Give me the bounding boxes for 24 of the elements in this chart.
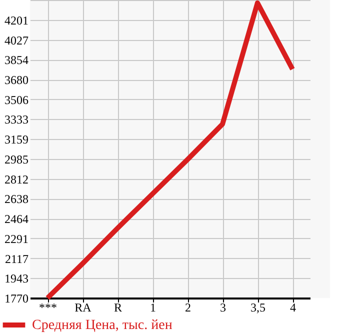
y-tick-label: 2812: [4, 172, 28, 186]
legend-label: Средняя Цена, тыс. йен: [32, 318, 173, 333]
y-tick-label: 3333: [4, 112, 28, 127]
x-tick-label: ***: [39, 300, 57, 314]
y-tick-label: 1770: [4, 292, 28, 306]
y-tick-label: 3854: [4, 53, 28, 68]
y-tick-label: 2117: [4, 252, 28, 266]
y-tick-label: 1943: [4, 272, 28, 286]
x-tick-label: 1: [150, 300, 156, 314]
x-tick-label: 2: [185, 300, 191, 314]
x-tick-label: R: [114, 300, 122, 314]
x-tick-label: RA: [74, 300, 92, 314]
y-tick-label: 2291: [4, 232, 28, 246]
x-tick-label: 3: [220, 300, 226, 314]
x-tick-label: 4: [290, 300, 296, 314]
y-tick-label: 2638: [4, 192, 28, 206]
y-tick-label: 3506: [4, 92, 28, 107]
y-tick-label: 2464: [4, 212, 28, 226]
y-tick-label: 2985: [4, 152, 28, 167]
y-tick-label: 4201: [4, 13, 28, 28]
y-tick-label: 4027: [4, 33, 28, 48]
x-tick-label: 3,5: [250, 300, 266, 314]
y-tick-label: 3680: [4, 73, 28, 88]
y-tick-label: 3159: [4, 132, 28, 147]
